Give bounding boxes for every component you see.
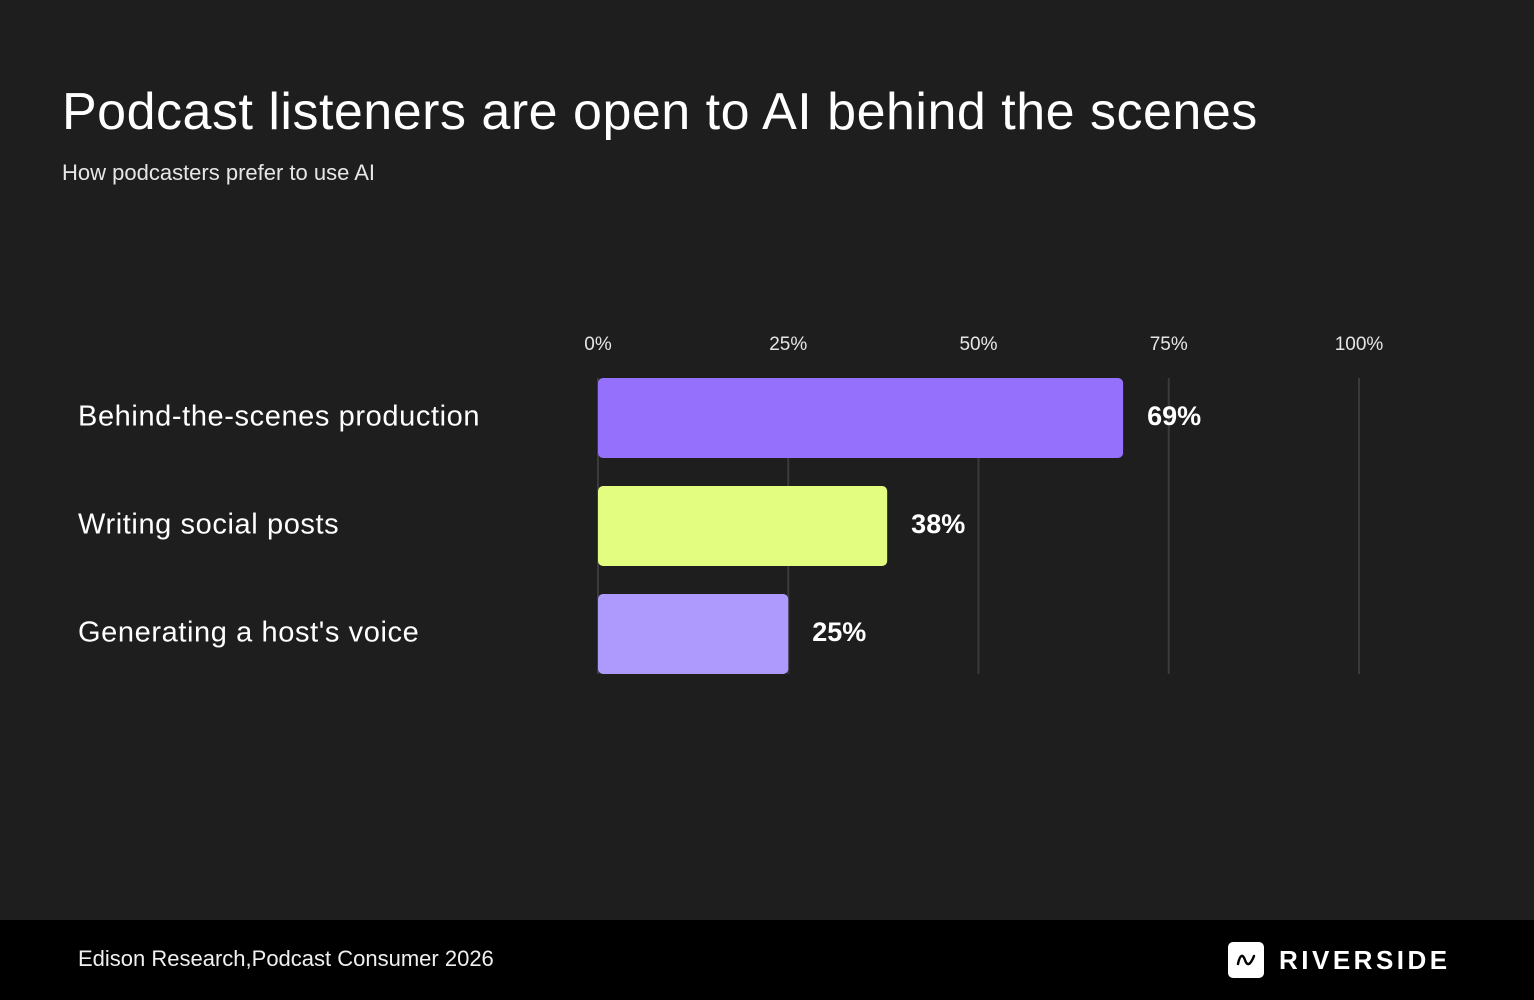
source-note: Edison Research,Podcast Consumer 2026 [78, 946, 494, 971]
chart-title: Podcast listeners are open to AI behind … [62, 83, 1258, 141]
data-label: 69% [1147, 401, 1201, 431]
bar-chart: 0% 25% 50% 75% 100% Behind-the-scenes product… [78, 334, 1384, 674]
category-label: Writing social posts [78, 509, 339, 541]
bar [598, 594, 789, 674]
bar [598, 486, 888, 566]
data-label: 38% [911, 509, 965, 539]
category-label: Behind-the-scenes production [78, 401, 480, 433]
x-tick-label: 75% [1150, 334, 1188, 355]
chart-subtitle: How podcasters prefer to use AI [62, 160, 376, 185]
brand-logo: RIVERSIDE [1228, 942, 1451, 978]
bar [598, 378, 1124, 458]
x-tick-label: 0% [584, 334, 612, 355]
wave-icon [1228, 942, 1264, 978]
data-label: 25% [812, 617, 866, 647]
x-tick-label: 100% [1335, 334, 1384, 355]
category-label: Generating a host's voice [78, 617, 419, 649]
brand-name: RIVERSIDE [1279, 944, 1451, 975]
x-tick-label: 25% [769, 334, 807, 355]
x-tick-label: 50% [959, 334, 997, 355]
footer: Edison Research,Podcast Consumer 2026 RI… [0, 920, 1534, 1000]
